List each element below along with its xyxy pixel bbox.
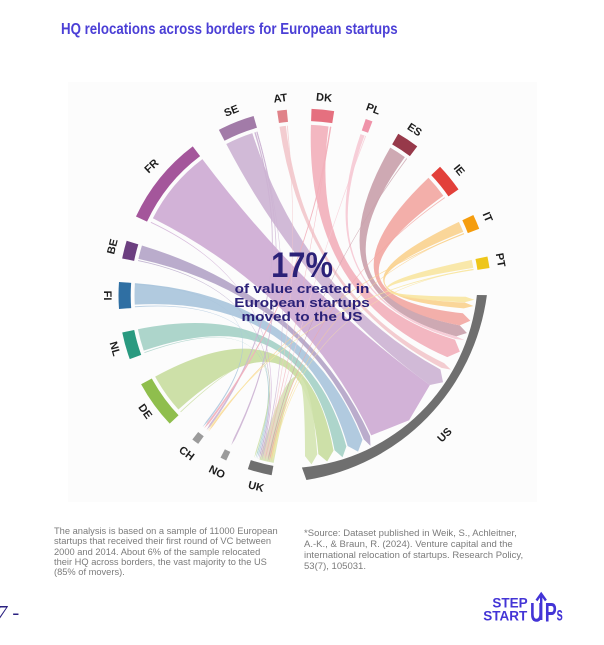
svg-text:s: s (557, 605, 564, 626)
svg-text:UK: UK (247, 479, 265, 495)
svg-text:SE: SE (223, 103, 241, 120)
svg-text:NL: NL (107, 340, 123, 358)
svg-text:AT: AT (273, 92, 289, 106)
svg-text:UP: UP (530, 597, 558, 627)
svg-text:BE: BE (105, 238, 120, 256)
svg-text:PT: PT (493, 252, 507, 268)
svg-text:PL: PL (364, 101, 382, 117)
svg-text:STEP: STEP (492, 596, 527, 611)
svg-text:IT: IT (480, 210, 495, 224)
svg-text:DK: DK (316, 91, 333, 104)
svg-text:START: START (483, 609, 528, 624)
svg-text:FI: FI (101, 291, 113, 301)
